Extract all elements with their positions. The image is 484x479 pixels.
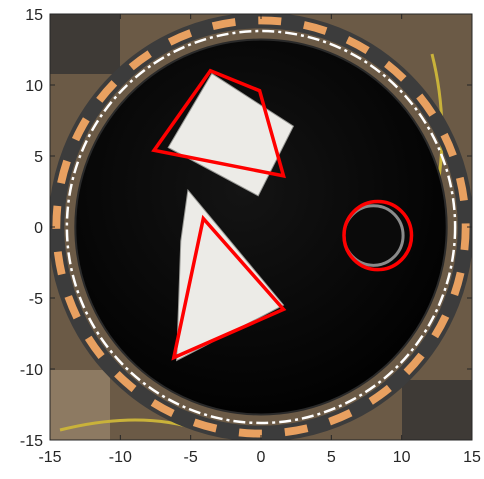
y-tick-label: -15 (20, 433, 43, 450)
corner-hardware (50, 370, 110, 440)
y-tick-label: -10 (20, 362, 43, 379)
x-tick-label: 10 (393, 449, 411, 466)
overlay-circle (342, 199, 414, 272)
y-tick-label: 15 (25, 7, 43, 24)
x-axis: -15 -10 -5 0 5 10 15 (38, 14, 481, 466)
corner-hardware (50, 14, 120, 74)
overlay-quadrilateral (151, 68, 286, 179)
y-tick-label: 0 (34, 220, 43, 237)
dash-circle (65, 29, 457, 425)
x-tick-label: 0 (257, 449, 266, 466)
x-tick-label: -10 (109, 449, 132, 466)
overlay-shapes (151, 68, 414, 361)
background-photo (50, 14, 472, 440)
corner-hardware (402, 380, 472, 440)
y-tick-label: 10 (25, 78, 43, 95)
plot-area (49, 13, 473, 441)
ring-tape (52, 16, 470, 438)
card-triangle (176, 188, 285, 362)
x-tick-label: -5 (184, 449, 198, 466)
x-tick-label: 15 (463, 449, 481, 466)
x-tick-label: 5 (327, 449, 336, 466)
x-tick-label: -15 (38, 449, 61, 466)
y-tick-label: -5 (29, 291, 43, 308)
overlay-triangle (171, 214, 287, 361)
y-tick-label: 5 (34, 149, 43, 166)
y-axis: 15 10 5 0 -5 -10 -15 (20, 7, 472, 450)
